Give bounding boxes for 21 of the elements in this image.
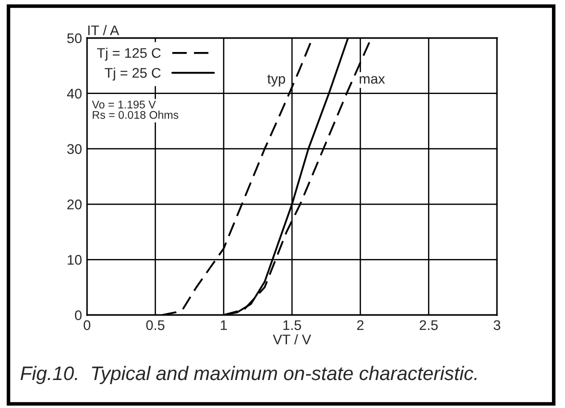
y-tick-label: 30 [67, 144, 82, 154]
y-axis-title: IT / A [88, 25, 120, 36]
x-tick-label: 0 [84, 320, 90, 330]
x-tick-label: 1 [220, 320, 227, 330]
y-tick-label: 40 [67, 88, 82, 99]
legend-label: Tj = 125 C [97, 48, 161, 61]
y-tick-label: 10 [68, 254, 82, 265]
caption: Fig.10. Typical and maximum on-state characteristic. [20, 366, 477, 384]
annotation: Vo = 1.195 V Rs = 0.018 Ohms [92, 100, 178, 119]
legend-label: Tj = 25 C [104, 68, 161, 81]
y-tick-label: 0 [74, 310, 82, 320]
x-tick-label: 0.5 [146, 320, 164, 330]
x-tick-label: 2 [357, 320, 364, 330]
y-tick-label: 50 [67, 33, 82, 44]
y-tick-label: 20 [67, 200, 82, 210]
x-tick-label: 2.5 [420, 320, 438, 330]
x-axis-title: VT / V [272, 334, 312, 344]
x-tick-label: 3 [494, 320, 500, 330]
x-tick-label: 1.5 [283, 320, 302, 330]
annotation: typ [267, 74, 286, 86]
annotation: max [360, 76, 385, 84]
